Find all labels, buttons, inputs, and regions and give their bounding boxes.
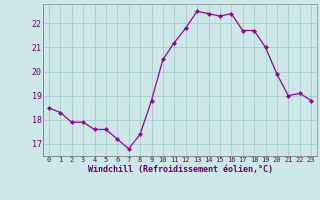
X-axis label: Windchill (Refroidissement éolien,°C): Windchill (Refroidissement éolien,°C) <box>87 165 273 174</box>
